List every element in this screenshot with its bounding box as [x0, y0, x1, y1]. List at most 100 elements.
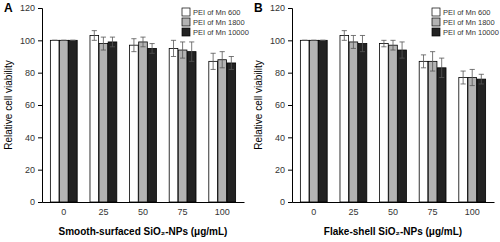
error-bar [229, 57, 234, 70]
tick: 75 [428, 202, 438, 217]
error-line [182, 42, 183, 58]
error-cap [131, 51, 136, 52]
y-axis-title: Relative cell viability [3, 60, 14, 149]
error-cap [52, 40, 57, 41]
error-bar [52, 40, 57, 41]
tick: 0 [311, 202, 316, 217]
error-bar [421, 55, 426, 68]
error-line [143, 37, 144, 47]
error-cap [180, 58, 185, 59]
tick: 25 [98, 202, 108, 217]
bar [69, 40, 78, 202]
legend-item: PEI of Mn 1800 [182, 18, 245, 27]
legend-swatch [432, 28, 440, 36]
bar [178, 50, 187, 202]
error-cap [302, 40, 307, 41]
axis-line [288, 9, 293, 203]
error-cap [399, 58, 404, 59]
error-bar [470, 69, 475, 85]
x-axis: 0255075100 [43, 202, 245, 217]
legend-swatch [182, 28, 190, 36]
tick: 120 [20, 3, 42, 13]
error-cap [360, 51, 365, 52]
tick-label: 40 [25, 133, 35, 143]
x-axis-title: Flake-shell SiO₂-NPs (μg/mL) [324, 226, 462, 237]
error-cap [110, 37, 115, 38]
error-bar [360, 35, 365, 51]
tick-mark [38, 40, 42, 41]
error-bar [399, 42, 404, 58]
error-cap [52, 40, 57, 41]
tick-label: 60 [25, 100, 35, 110]
error-cap [430, 51, 435, 52]
tick-label: 100 [270, 36, 285, 46]
error-cap [302, 40, 307, 41]
tick-mark [288, 202, 292, 203]
x-axis: 0255075100 [293, 202, 495, 217]
error-bar [381, 40, 386, 46]
error-cap [131, 38, 136, 39]
bar [50, 40, 59, 202]
bar [428, 61, 437, 202]
error-line [393, 40, 394, 50]
tick-mark [288, 73, 292, 74]
error-cap [470, 69, 475, 70]
error-cap [140, 37, 145, 38]
error-cap [149, 53, 154, 54]
tick-label: 0 [61, 207, 66, 217]
error-cap [381, 40, 386, 41]
axis-line [293, 202, 495, 203]
error-bar [320, 40, 325, 41]
error-cap [220, 51, 225, 52]
bar [459, 78, 468, 202]
bar [380, 44, 389, 202]
error-line [353, 35, 354, 48]
error-cap [311, 40, 316, 41]
tick: 50 [138, 202, 148, 217]
error-bar [110, 37, 115, 47]
legend-item: PEI of Mn 600 [432, 8, 491, 17]
y-axis: 020406080100120 [20, 3, 43, 207]
bar [477, 79, 486, 202]
tick-label: 20 [25, 165, 35, 175]
tick-label: 0 [30, 197, 35, 207]
tick-label: 75 [428, 207, 438, 217]
error-cap [220, 67, 225, 68]
legend-item: PEI of Mn 600 [182, 8, 241, 17]
plot: 0204060801001200255075100PEI of Mn 600PE… [270, 3, 499, 217]
panel: A0204060801001200255075100PEI of Mn 600P… [3, 1, 249, 237]
bar [319, 40, 328, 202]
tick: 25 [348, 202, 358, 217]
tick-mark [288, 170, 292, 171]
error-line [213, 53, 214, 69]
legend-swatch [432, 8, 440, 16]
error-bar [180, 42, 185, 58]
error-cap [189, 61, 194, 62]
error-bar [461, 71, 466, 84]
error-cap [171, 56, 176, 57]
tick-mark [38, 137, 42, 138]
error-cap [390, 40, 395, 41]
error-bar [430, 52, 435, 71]
error-bar [390, 40, 395, 50]
error-cap [430, 71, 435, 72]
error-cap [92, 30, 97, 31]
legend-swatch [432, 18, 440, 26]
error-cap [320, 40, 325, 41]
legend-swatch [182, 18, 190, 26]
error-cap [110, 46, 115, 47]
error-cap [180, 41, 185, 42]
error-cap [101, 50, 106, 51]
tick: 0 [61, 202, 66, 217]
bar [148, 48, 157, 202]
error-line [463, 71, 464, 84]
tick: 20 [275, 165, 292, 175]
bars [300, 31, 485, 202]
error-bar [101, 37, 106, 50]
tick-label: 25 [98, 207, 108, 217]
error-line [173, 40, 174, 56]
tick: 60 [275, 100, 292, 110]
error-bar [439, 58, 444, 77]
bar [218, 60, 227, 202]
error-cap [470, 85, 475, 86]
